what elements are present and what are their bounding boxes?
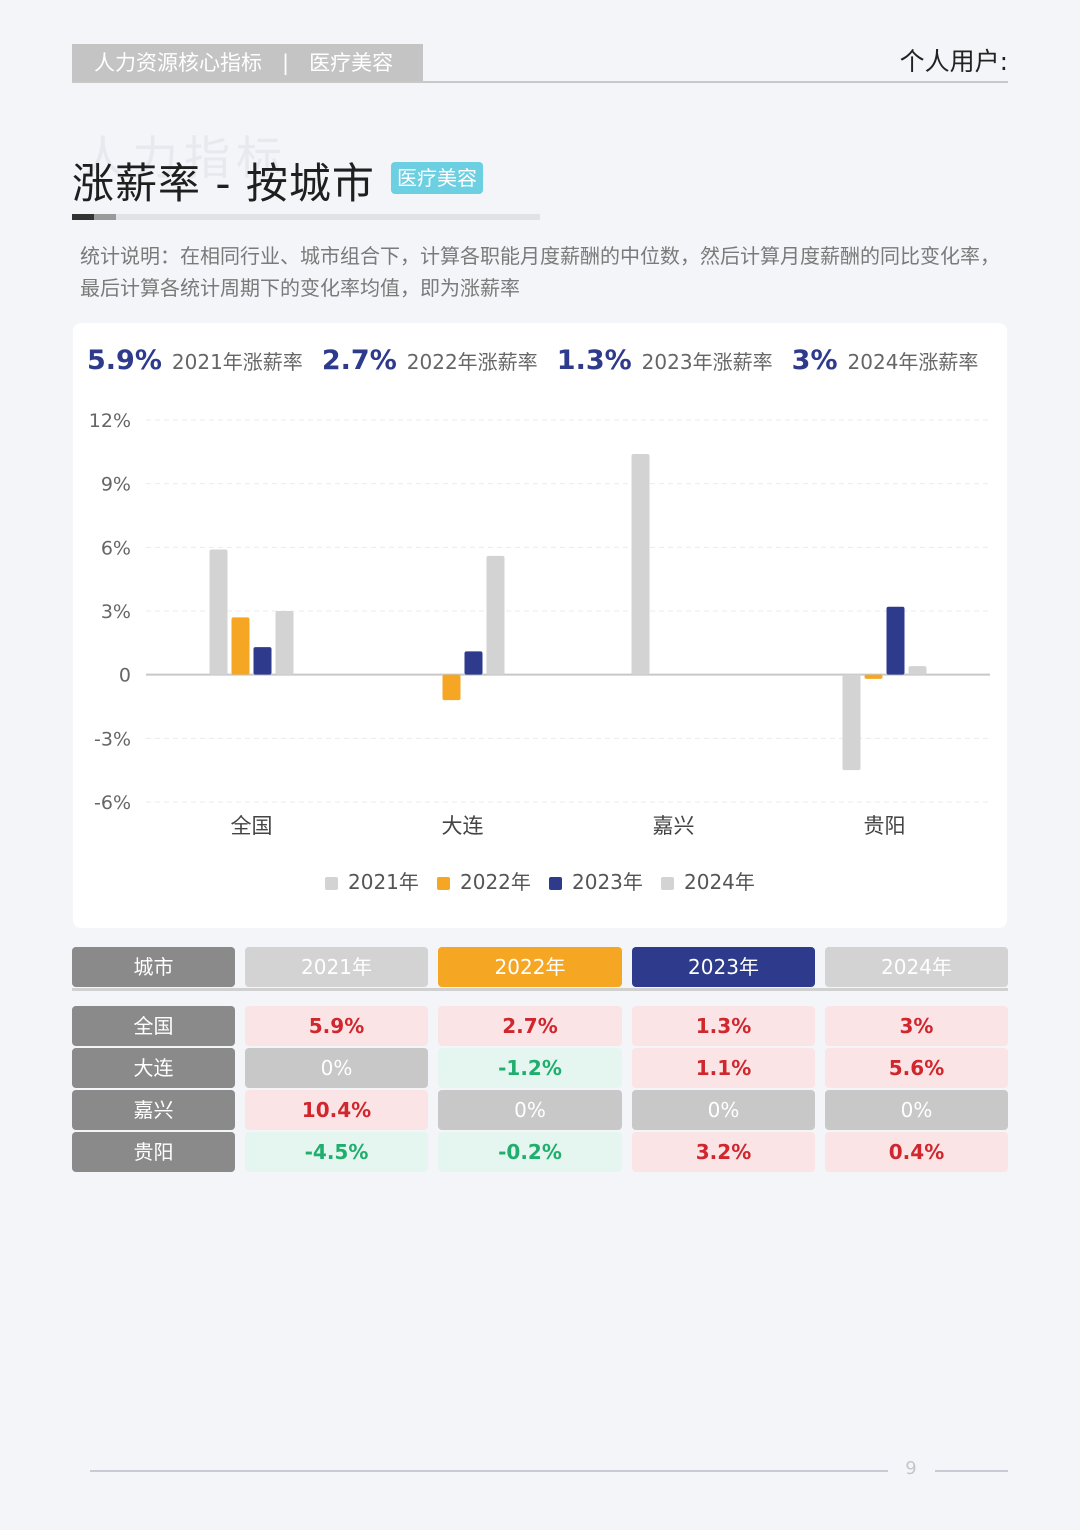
table-cell-value: 0.4% [825, 1132, 1008, 1172]
summary-value: 5.9% [87, 345, 162, 376]
y-tick-label: -3% [94, 728, 131, 750]
bar [253, 647, 272, 675]
y-tick-label: -6% [94, 792, 131, 814]
header-separator: | [282, 51, 290, 75]
summary-value: 3% [791, 345, 838, 376]
summary-value: 2.7% [321, 345, 397, 376]
table-cell-value: 0% [825, 1090, 1008, 1130]
title-underline [72, 214, 540, 220]
table-cell-value: 5.6% [825, 1048, 1008, 1088]
header-category: 人力资源核心指标 [94, 51, 262, 75]
chart-card: 5.9% 2021年涨薪率 2.7% 2022年涨薪率 1.3% 2023年涨薪率 3… [73, 323, 1007, 928]
industry-tag: 医疗美容 [391, 162, 483, 194]
summary-label: 2021年涨薪率 [171, 350, 303, 374]
table-row: 全国 5.9% 2.7% 1.3% 3% [72, 1006, 1008, 1046]
table-cell-city: 全国 [72, 1006, 235, 1046]
table-row: 大连 0% -1.2% 1.1% 5.6% [72, 1048, 1008, 1088]
bar [486, 555, 505, 675]
legend-label: 2021年 [348, 870, 419, 894]
legend-label: 2024年 [684, 870, 755, 894]
table-cell-city: 大连 [72, 1048, 235, 1088]
y-tick-label: 3% [101, 601, 131, 623]
legend-swatch [549, 877, 562, 890]
table-cell-value: 3% [825, 1006, 1008, 1046]
table-cell-value: 0% [245, 1048, 428, 1088]
table-cell-city: 贵阳 [72, 1132, 235, 1172]
header-industry: 医疗美容 [309, 51, 394, 75]
bar [275, 611, 294, 675]
table-header-city: 城市 [72, 947, 235, 987]
page-title: 涨薪率 - 按城市 [72, 159, 375, 208]
table-cell-value: 0% [438, 1090, 622, 1130]
summary-stats: 5.9% 2021年涨薪率 2.7% 2022年涨薪率 1.3% 2023年涨薪率 3… [87, 345, 992, 376]
statistics-description: 统计说明：在相同行业、城市组合下，计算各职能月度薪酬的中位数，然后计算月度薪酬的… [80, 244, 1000, 300]
table-cell-value: -4.5% [245, 1132, 428, 1172]
bar [864, 674, 883, 679]
table-header-2022: 2022年 [438, 947, 622, 987]
legend-swatch [437, 877, 450, 890]
table-cell-value: 0% [632, 1090, 815, 1130]
legend-label: 2022年 [460, 870, 531, 894]
table-cell-value: 5.9% [245, 1006, 428, 1046]
bar [908, 666, 927, 675]
summary-stat-2021: 5.9% 2021年涨薪率 [87, 345, 303, 376]
y-tick-label: 9% [101, 474, 131, 496]
table-header-2023: 2023年 [632, 947, 815, 987]
summary-stat-2022: 2.7% 2022年涨薪率 [322, 345, 538, 376]
y-tick-label: 12% [89, 410, 131, 432]
footer-line [90, 1470, 888, 1472]
watermark-text: 人力指标 [80, 131, 288, 185]
header-divider [72, 81, 1008, 83]
table-cell-value: 1.1% [632, 1048, 815, 1088]
table-cell-value: 2.7% [438, 1006, 622, 1046]
title-underline-accent [72, 214, 94, 220]
title-underline-secondary [94, 214, 116, 220]
summary-stat-2023: 1.3% 2023年涨薪率 [557, 345, 773, 376]
bar [442, 674, 461, 701]
summary-stat-2024: 3% 2024年涨薪率 [792, 345, 979, 376]
bar [464, 651, 483, 675]
footer-line-end [935, 1470, 1008, 1472]
page-number: 9 [905, 1458, 917, 1479]
header-tab: 人力资源核心指标 | 医疗美容 [72, 44, 423, 82]
table-divider [72, 988, 1008, 991]
summary-label: 2023年涨薪率 [641, 350, 773, 374]
summary-label: 2024年涨薪率 [847, 350, 979, 374]
legend-swatch [661, 877, 674, 890]
table-header-row: 城市 2021年 2022年 2023年 2024年 [72, 947, 1008, 987]
bar [631, 453, 650, 675]
bar-chart: 12% 9% 6% 3% 0 -3% -6% 全国 大连 嘉兴 贵阳 2021年 2022年 2023年 2… [89, 410, 990, 894]
bar [209, 549, 228, 675]
table-header-2021: 2021年 [245, 947, 428, 987]
legend-swatch [325, 877, 338, 890]
y-tick-label: 0 [119, 665, 131, 687]
user-label: 个人用户: [899, 47, 1008, 76]
table-cell-city: 嘉兴 [72, 1090, 235, 1130]
table-row: 贵阳 -4.5% -0.2% 3.2% 0.4% [72, 1132, 1008, 1172]
x-tick-label: 大连 [442, 814, 484, 838]
summary-value: 1.3% [556, 345, 632, 376]
bar [886, 606, 905, 675]
table-cell-value: 1.3% [632, 1006, 815, 1046]
table-cell-value: 3.2% [632, 1132, 815, 1172]
x-tick-label: 贵阳 [864, 814, 906, 838]
legend-label: 2023年 [572, 870, 643, 894]
x-tick-label: 嘉兴 [653, 814, 695, 838]
bar [231, 617, 250, 675]
summary-label: 2022年涨薪率 [406, 350, 538, 374]
y-tick-label: 6% [101, 537, 131, 559]
table-cell-value: -1.2% [438, 1048, 622, 1088]
x-tick-label: 全国 [231, 814, 273, 838]
table-cell-value: 10.4% [245, 1090, 428, 1130]
table-row: 嘉兴 10.4% 0% 0% 0% [72, 1090, 1008, 1130]
bar [842, 674, 861, 771]
table-header-2024: 2024年 [825, 947, 1008, 987]
table-cell-value: -0.2% [438, 1132, 622, 1172]
